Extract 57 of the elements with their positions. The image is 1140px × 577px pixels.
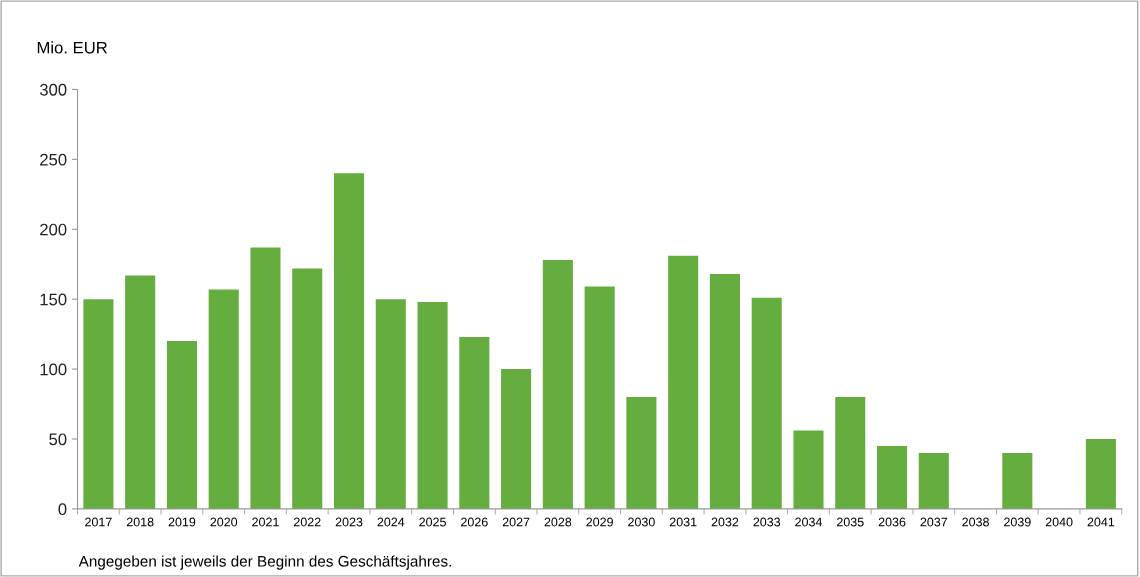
y-tick-label: 150 bbox=[40, 293, 67, 306]
bar bbox=[250, 247, 281, 509]
x-tick-label: 2033 bbox=[753, 517, 781, 527]
x-tick-label: 2041 bbox=[1087, 517, 1115, 527]
y-tick-label: 200 bbox=[40, 223, 67, 236]
y-tick-label: 100 bbox=[40, 363, 67, 376]
bar bbox=[83, 299, 114, 509]
x-tick-label: 2021 bbox=[252, 517, 279, 527]
bar bbox=[501, 369, 532, 509]
x-tick-label: 2040 bbox=[1045, 517, 1073, 527]
bar bbox=[292, 268, 323, 509]
x-tick-label: 2022 bbox=[293, 517, 321, 527]
bar bbox=[1085, 439, 1116, 509]
bar bbox=[166, 341, 197, 509]
bar bbox=[459, 336, 490, 509]
bar bbox=[125, 275, 156, 509]
x-tick-label: 2027 bbox=[502, 517, 530, 527]
x-tick-label: 2039 bbox=[1004, 517, 1031, 527]
y-tick-label: 250 bbox=[40, 153, 67, 166]
text: Angegeben ist jeweils der Beginn des Geschäftsjahres. bbox=[78, 555, 451, 570]
bar bbox=[918, 452, 949, 509]
bar bbox=[876, 445, 908, 509]
bar bbox=[584, 286, 615, 509]
bar bbox=[375, 299, 406, 509]
bar bbox=[333, 173, 365, 509]
y-axis-title: Mio. EUR bbox=[37, 41, 108, 54]
bar bbox=[751, 297, 782, 509]
x-tick-label: 2025 bbox=[419, 517, 446, 527]
x-tick-label: 2030 bbox=[628, 517, 655, 527]
x-tick-label: 2028 bbox=[544, 517, 572, 527]
y-tick-label: 300 bbox=[39, 83, 67, 96]
x-tick-label: 2023 bbox=[335, 517, 363, 527]
y-tick-label: 50 bbox=[49, 433, 67, 446]
x-tick-label: 2038 bbox=[962, 517, 989, 527]
x-tick-label: 2019 bbox=[168, 517, 196, 527]
bar bbox=[793, 430, 824, 509]
x-tick-label: 2017 bbox=[85, 517, 112, 527]
x-tick-label: 2018 bbox=[126, 517, 154, 527]
x-tick-label: 2031 bbox=[669, 517, 697, 527]
y-tick-label: 0 bbox=[58, 503, 67, 516]
x-tick-label: 2035 bbox=[836, 517, 864, 527]
bar bbox=[835, 397, 866, 509]
x-tick-label: 2034 bbox=[795, 517, 823, 527]
bar bbox=[542, 260, 573, 509]
bar bbox=[1002, 452, 1033, 509]
bar bbox=[417, 301, 448, 509]
x-tick-label: 2024 bbox=[377, 517, 405, 527]
bar bbox=[709, 274, 740, 509]
x-tick-label: 2029 bbox=[586, 517, 613, 527]
x-tick-label: 2032 bbox=[711, 517, 739, 527]
x-tick-label: 2020 bbox=[210, 517, 238, 527]
bar bbox=[668, 255, 699, 509]
bar bbox=[626, 397, 657, 509]
x-tick-label: 2026 bbox=[461, 517, 488, 527]
x-tick-label: 2036 bbox=[878, 517, 906, 527]
bar bbox=[208, 289, 239, 509]
x-tick-label: 2037 bbox=[920, 517, 948, 527]
